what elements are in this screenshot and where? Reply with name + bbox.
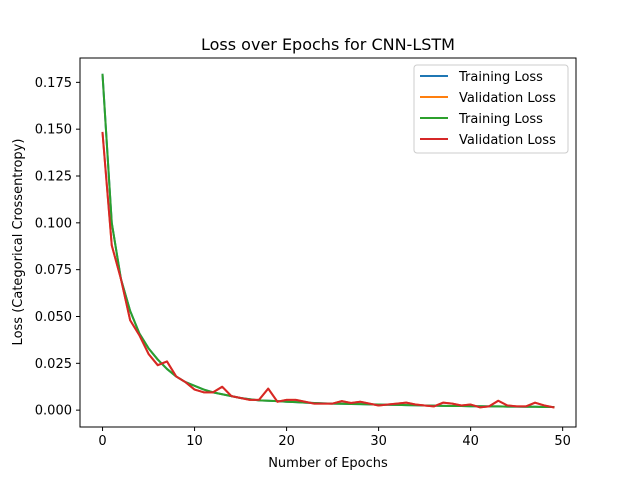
legend: Training Loss Validation Loss Training Los… bbox=[413, 64, 569, 154]
chart-title: Loss over Epochs for CNN-LSTM bbox=[201, 35, 455, 54]
x-tick-label: 20 bbox=[278, 434, 295, 449]
legend-label-4: Validation Loss bbox=[459, 133, 556, 148]
x-tick-label: 10 bbox=[186, 434, 203, 449]
y-axis-label: Loss (Categorical Crossentropy) bbox=[11, 139, 26, 346]
x-axis-label: Number of Epochs bbox=[268, 456, 388, 471]
legend-label-1: Training Loss bbox=[458, 70, 543, 85]
x-tick-label: 0 bbox=[98, 434, 106, 449]
x-tick-label: 40 bbox=[462, 434, 479, 449]
y-tick-label: 0.050 bbox=[35, 310, 72, 325]
series-layer bbox=[101, 73, 555, 409]
y-tick-label: 0.025 bbox=[35, 357, 72, 372]
y-tick-label: 0.175 bbox=[35, 76, 72, 91]
y-tick-label: 0.100 bbox=[35, 216, 72, 231]
plot-frame bbox=[79, 57, 577, 428]
y-tick-label: 0.125 bbox=[35, 170, 72, 185]
x-tick-label: 50 bbox=[554, 434, 571, 449]
y-tick-label: 0.150 bbox=[35, 123, 72, 138]
y-tick-label: 0.000 bbox=[35, 404, 72, 419]
x-axis-ticks: 0 10 20 30 40 50 bbox=[98, 427, 571, 449]
legend-box bbox=[413, 64, 569, 154]
legend-label-2: Validation Loss bbox=[459, 91, 556, 106]
y-axis-ticks: 0.000 0.025 0.050 0.075 0.100 0.125 0.150 0.175 bbox=[35, 76, 80, 419]
x-tick-label: 30 bbox=[370, 434, 387, 449]
y-tick-label: 0.075 bbox=[35, 263, 72, 278]
legend-label-3: Training Loss bbox=[458, 112, 543, 127]
series-line-4 bbox=[101, 131, 555, 409]
